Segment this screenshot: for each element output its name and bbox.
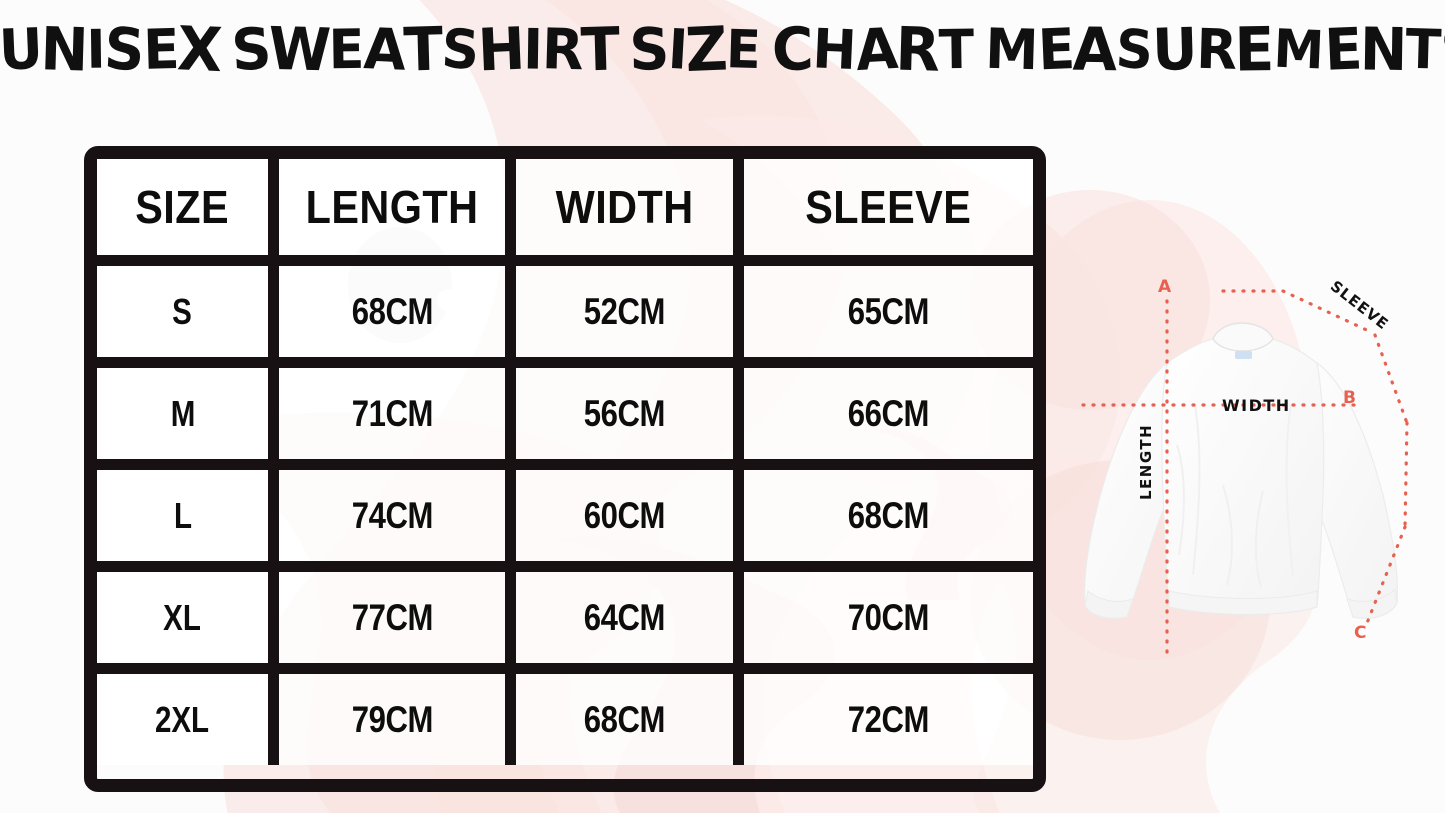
cell-sleeve: 65CM: [733, 266, 1033, 357]
diagram-marker-a: A: [1158, 277, 1172, 297]
table-header-row: SIZE LENGTH WIDTH SLEEVE: [97, 159, 1033, 255]
title-glyph: R: [1195, 16, 1239, 83]
table-row: L 74CM 60CM 68CM: [97, 459, 1033, 561]
title-glyph: W: [267, 14, 333, 85]
title-glyph: S: [102, 14, 148, 85]
cell-sleeve: 68CM: [733, 470, 1033, 561]
column-header-sleeve-label: SLEEVE: [805, 181, 972, 233]
cell-width-value: 56CM: [583, 392, 666, 434]
title-glyph: E: [725, 18, 764, 81]
cell-sleeve: 66CM: [733, 368, 1033, 459]
cell-width-value: 52CM: [583, 290, 666, 332]
cell-sleeve-value: 68CM: [847, 494, 930, 536]
cell-length: 77CM: [268, 572, 505, 663]
table-row: XL 77CM 64CM 70CM: [97, 561, 1033, 663]
title-glyph: N: [39, 14, 91, 85]
sweatshirt-icon: [1081, 289, 1409, 657]
column-header-width: WIDTH: [505, 159, 733, 255]
cell-width: 60CM: [505, 470, 733, 561]
title-glyph: U: [1151, 15, 1200, 84]
title-glyph: T: [580, 14, 623, 85]
diagram-marker-b: B: [1343, 388, 1356, 408]
table-row: S 68CM 52CM 65CM: [97, 255, 1033, 357]
cell-size: S: [97, 266, 268, 357]
title-glyph: E: [1036, 15, 1078, 84]
cell-length: 79CM: [268, 674, 505, 765]
cell-sleeve-value: 72CM: [847, 698, 930, 740]
cell-size-value: 2XL: [155, 698, 210, 740]
title-glyph: U: [0, 15, 46, 84]
title-glyph: T: [937, 17, 976, 82]
cell-length-value: 68CM: [351, 290, 433, 332]
table-row: M 71CM 56CM 66CM: [97, 357, 1033, 459]
column-header-sleeve: SLEEVE: [733, 159, 1033, 255]
cell-sleeve: 72CM: [733, 674, 1033, 765]
page-title: UNISEX SWEATSHIRT SIZE CHART MEASUREMENT…: [0, 13, 1445, 86]
cell-width: 52CM: [505, 266, 733, 357]
table-row: 2XL 79CM 68CM 72CM: [97, 663, 1033, 765]
title-glyph: C: [771, 14, 816, 85]
title-glyph: S: [1114, 17, 1156, 82]
title-glyph: E: [328, 17, 366, 82]
cell-size-value: S: [172, 290, 193, 332]
cell-size-value: L: [173, 494, 192, 536]
cell-length: 68CM: [268, 266, 505, 357]
column-header-width-label: WIDTH: [555, 181, 694, 233]
cell-width-value: 68CM: [583, 698, 666, 740]
cell-width-value: 60CM: [583, 494, 666, 536]
title-glyph: N: [1359, 14, 1409, 85]
cell-length-value: 79CM: [351, 698, 433, 740]
page-title-text: UNISEX SWEATSHIRT SIZE CHART MEASUREMENT…: [0, 13, 1445, 86]
title-glyph: T: [1404, 17, 1444, 82]
title-glyph: X: [175, 13, 225, 86]
cell-size-value: XL: [163, 596, 202, 638]
cell-width: 68CM: [505, 674, 733, 765]
title-glyph: A: [1072, 14, 1119, 85]
title-glyph: S: [629, 15, 672, 84]
title-glyph: H: [811, 16, 859, 83]
cell-sleeve-value: 66CM: [847, 392, 930, 434]
column-header-size: SIZE: [97, 159, 268, 255]
cell-width: 56CM: [505, 368, 733, 459]
title-glyph: E: [1234, 13, 1277, 86]
title-glyph: M: [1272, 17, 1327, 82]
cell-sleeve: 70CM: [733, 572, 1033, 663]
size-chart-table: SIZE LENGTH WIDTH SLEEVE S 68CM 52CM: [84, 146, 1046, 792]
title-glyph: Z: [684, 13, 731, 86]
cell-size-value: M: [170, 392, 195, 434]
cell-size: M: [97, 368, 268, 459]
title-glyph: T: [402, 13, 445, 86]
cell-width-value: 64CM: [583, 596, 666, 638]
title-glyph: M: [984, 16, 1041, 83]
cell-width: 64CM: [505, 572, 733, 663]
cell-sleeve-value: 65CM: [847, 290, 930, 332]
title-glyph: H: [476, 14, 528, 85]
diagram-marker-c: C: [1354, 623, 1367, 643]
cell-length-value: 71CM: [351, 392, 433, 434]
title-glyph: A: [362, 15, 409, 84]
title-glyph: R: [540, 16, 586, 83]
title-glyph: S: [439, 17, 482, 82]
title-glyph: R: [894, 13, 942, 86]
column-header-length: LENGTH: [268, 159, 505, 255]
column-header-size-label: SIZE: [135, 181, 230, 233]
cell-size: 2XL: [97, 674, 268, 765]
column-header-length-label: LENGTH: [305, 181, 479, 233]
cell-length-value: 77CM: [351, 596, 433, 638]
cell-length: 71CM: [268, 368, 505, 459]
cell-sleeve-value: 70CM: [847, 596, 930, 638]
cell-size: XL: [97, 572, 268, 663]
diagram-label-width: WIDTH: [1222, 396, 1291, 415]
sweatshirt-measurement-diagram: SLEEVE WIDTH LENGTH A B C: [1055, 255, 1445, 675]
cell-size: L: [97, 470, 268, 561]
diagram-label-length: LENGTH: [1137, 423, 1155, 500]
cell-length: 74CM: [268, 470, 505, 561]
title-glyph: E: [1323, 15, 1365, 84]
cell-length-value: 74CM: [351, 494, 433, 536]
